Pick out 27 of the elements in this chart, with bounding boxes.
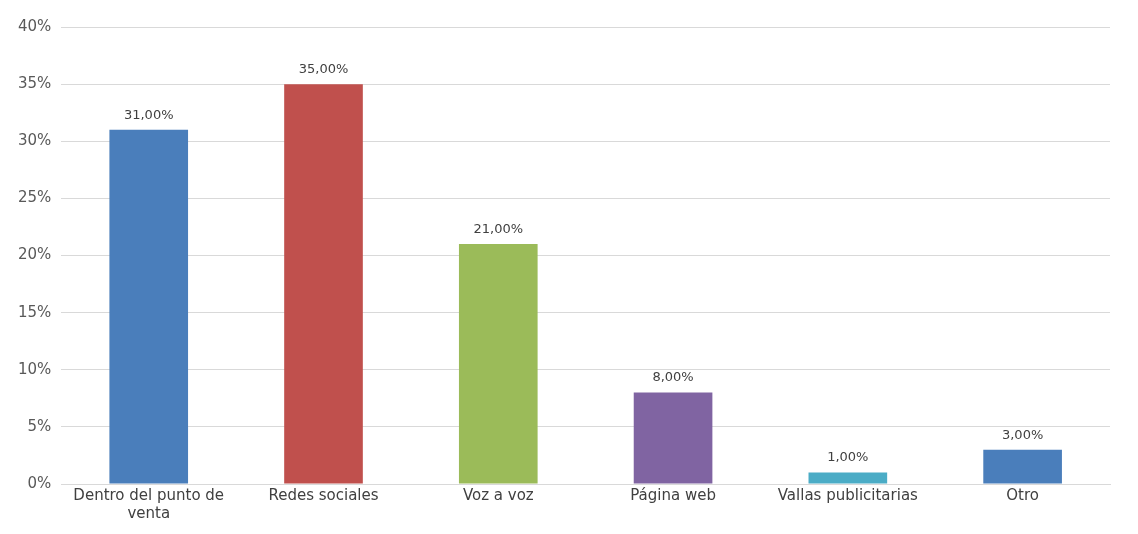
y-tick-label: 10% — [18, 359, 52, 378]
y-tick-label: 5% — [27, 416, 52, 435]
x-tick-label: Vallas publicitarias — [777, 485, 919, 504]
x-tick-label: Página web — [630, 485, 716, 504]
data-label: 3,00% — [1001, 426, 1044, 442]
bar — [633, 392, 713, 484]
bar — [109, 129, 189, 484]
y-tick-label: 30% — [18, 131, 52, 150]
bar — [284, 84, 363, 484]
x-tick-label: Otro — [1006, 485, 1039, 504]
data-label: 31,00% — [123, 106, 174, 122]
bar — [808, 472, 888, 484]
y-tick-label: 0% — [27, 473, 52, 492]
y-tick-label: 15% — [18, 302, 52, 321]
x-tick-label: Dentro del punto de venta — [73, 485, 225, 522]
y-tick-label: 35% — [18, 74, 52, 93]
bar — [983, 449, 1062, 484]
y-tick-label: 25% — [18, 188, 52, 207]
y-tick-label: 20% — [18, 245, 52, 264]
data-label: 1,00% — [827, 449, 869, 465]
data-label: 35,00% — [298, 61, 349, 76]
bar — [458, 244, 538, 484]
x-tick-label: Redes sociales — [268, 485, 379, 504]
x-tick-label: Voz a voz — [462, 485, 534, 504]
data-label: 21,00% — [473, 220, 524, 236]
y-tick-label: 40% — [18, 16, 52, 35]
data-label: 8,00% — [652, 369, 694, 385]
